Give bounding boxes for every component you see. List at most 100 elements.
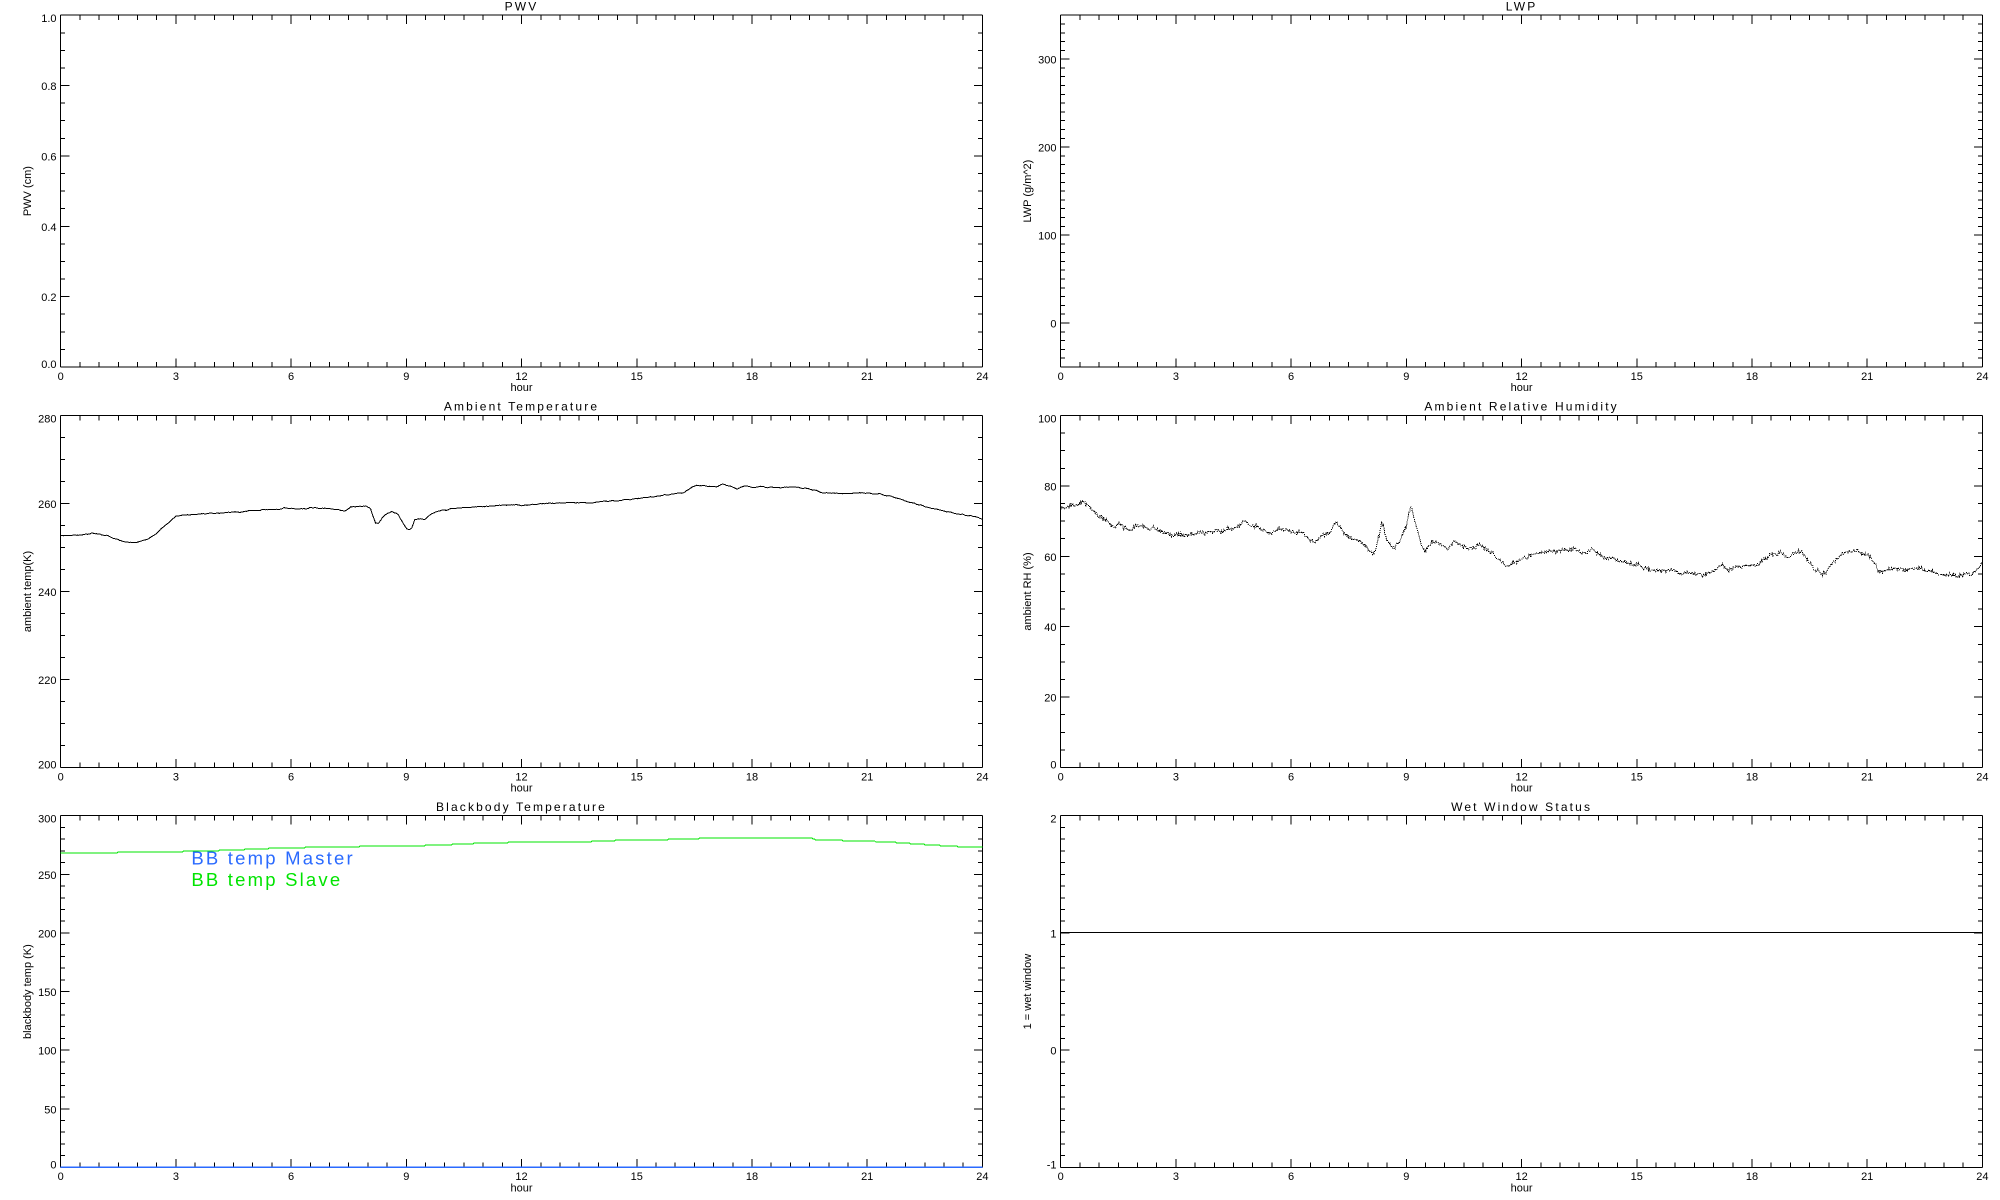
- svg-text:6: 6: [1288, 771, 1294, 783]
- svg-text:Blackbody Temperature: Blackbody Temperature: [436, 800, 607, 814]
- svg-text:1 = wet window: 1 = wet window: [1022, 954, 1034, 1030]
- svg-text:hour: hour: [510, 1183, 532, 1195]
- svg-text:21: 21: [861, 771, 873, 783]
- svg-text:0.4: 0.4: [41, 222, 56, 234]
- svg-text:hour: hour: [1511, 382, 1533, 394]
- svg-text:0: 0: [1050, 759, 1056, 771]
- svg-text:12: 12: [1515, 371, 1527, 383]
- svg-text:0: 0: [58, 771, 64, 783]
- svg-text:150: 150: [38, 987, 56, 999]
- svg-text:15: 15: [631, 1171, 643, 1183]
- svg-text:21: 21: [1861, 371, 1873, 383]
- svg-text:3: 3: [1173, 771, 1179, 783]
- svg-text:300: 300: [38, 814, 56, 826]
- svg-text:21: 21: [861, 371, 873, 383]
- svg-text:220: 220: [38, 675, 56, 687]
- svg-text:9: 9: [1403, 1171, 1409, 1183]
- svg-text:24: 24: [1976, 771, 1988, 783]
- svg-text:18: 18: [746, 771, 758, 783]
- svg-text:-1: -1: [1047, 1159, 1057, 1171]
- svg-text:2: 2: [1050, 814, 1056, 826]
- svg-text:9: 9: [1403, 771, 1409, 783]
- svg-text:ambient RH (%): ambient RH (%): [1022, 552, 1034, 630]
- svg-text:3: 3: [1173, 1171, 1179, 1183]
- svg-text:6: 6: [288, 1171, 294, 1183]
- svg-text:0: 0: [58, 1171, 64, 1183]
- svg-text:18: 18: [746, 371, 758, 383]
- svg-text:100: 100: [1038, 414, 1056, 426]
- svg-text:0.2: 0.2: [41, 292, 56, 304]
- svg-text:PWV: PWV: [505, 0, 539, 13]
- svg-text:20: 20: [1044, 693, 1056, 705]
- svg-text:Wet Window Status: Wet Window Status: [1451, 800, 1592, 814]
- svg-text:6: 6: [1288, 371, 1294, 383]
- svg-text:1.0: 1.0: [41, 13, 56, 25]
- svg-text:15: 15: [1631, 771, 1643, 783]
- svg-text:LWP (g/m^2): LWP (g/m^2): [1022, 160, 1034, 223]
- svg-text:12: 12: [1515, 1171, 1527, 1183]
- svg-text:0.8: 0.8: [41, 81, 56, 93]
- svg-text:3: 3: [173, 371, 179, 383]
- svg-text:40: 40: [1044, 622, 1056, 634]
- svg-text:200: 200: [38, 759, 56, 771]
- svg-text:Ambient Relative Humidity: Ambient Relative Humidity: [1424, 400, 1618, 414]
- svg-text:12: 12: [1515, 771, 1527, 783]
- svg-text:15: 15: [631, 771, 643, 783]
- svg-text:0: 0: [1058, 371, 1064, 383]
- svg-text:12: 12: [515, 771, 527, 783]
- svg-text:280: 280: [38, 414, 56, 426]
- svg-text:9: 9: [403, 371, 409, 383]
- svg-text:300: 300: [1038, 55, 1056, 67]
- svg-text:BB temp Slave: BB temp Slave: [191, 869, 342, 890]
- svg-text:3: 3: [173, 1171, 179, 1183]
- svg-text:9: 9: [1403, 371, 1409, 383]
- svg-text:LWP: LWP: [1506, 0, 1538, 13]
- svg-text:200: 200: [1038, 143, 1056, 155]
- svg-text:24: 24: [1976, 1171, 1988, 1183]
- svg-text:6: 6: [288, 371, 294, 383]
- svg-text:21: 21: [1861, 1171, 1873, 1183]
- svg-text:9: 9: [403, 1171, 409, 1183]
- svg-text:200: 200: [38, 928, 56, 940]
- svg-text:24: 24: [976, 1171, 988, 1183]
- svg-text:9: 9: [403, 771, 409, 783]
- svg-text:0: 0: [1050, 319, 1056, 331]
- svg-text:Ambient Temperature: Ambient Temperature: [444, 400, 599, 414]
- svg-text:12: 12: [515, 371, 527, 383]
- svg-text:0: 0: [1050, 1046, 1056, 1058]
- svg-text:24: 24: [976, 771, 988, 783]
- svg-text:100: 100: [38, 1046, 56, 1058]
- svg-text:hour: hour: [510, 382, 532, 394]
- svg-text:15: 15: [1631, 371, 1643, 383]
- svg-text:hour: hour: [510, 783, 532, 795]
- svg-text:24: 24: [1976, 371, 1988, 383]
- svg-text:100: 100: [1038, 231, 1056, 243]
- svg-text:blackbody temp (K): blackbody temp (K): [22, 944, 34, 1039]
- svg-text:21: 21: [861, 1171, 873, 1183]
- svg-text:15: 15: [631, 371, 643, 383]
- svg-text:0: 0: [1058, 1171, 1064, 1183]
- svg-text:15: 15: [1631, 1171, 1643, 1183]
- svg-text:PWV (cm): PWV (cm): [22, 166, 34, 216]
- svg-text:60: 60: [1044, 552, 1056, 564]
- svg-text:3: 3: [1173, 371, 1179, 383]
- svg-text:0: 0: [58, 371, 64, 383]
- svg-text:18: 18: [746, 1171, 758, 1183]
- svg-text:80: 80: [1044, 481, 1056, 493]
- svg-text:ambient temp(K): ambient temp(K): [22, 551, 34, 632]
- svg-text:18: 18: [1746, 1171, 1758, 1183]
- svg-text:18: 18: [1746, 371, 1758, 383]
- svg-text:1: 1: [1050, 928, 1056, 940]
- svg-text:0: 0: [1058, 771, 1064, 783]
- svg-text:hour: hour: [1511, 1183, 1533, 1195]
- svg-text:0: 0: [50, 1159, 56, 1171]
- svg-text:50: 50: [44, 1104, 56, 1116]
- svg-text:6: 6: [288, 771, 294, 783]
- svg-text:0.0: 0.0: [41, 359, 56, 371]
- svg-text:hour: hour: [1511, 783, 1533, 795]
- svg-text:12: 12: [515, 1171, 527, 1183]
- svg-text:250: 250: [38, 870, 56, 882]
- svg-text:6: 6: [1288, 1171, 1294, 1183]
- svg-text:260: 260: [38, 499, 56, 511]
- svg-text:18: 18: [1746, 771, 1758, 783]
